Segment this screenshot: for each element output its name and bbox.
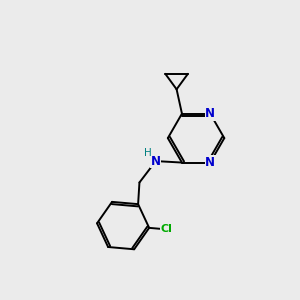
Text: N: N xyxy=(205,156,215,169)
Text: N: N xyxy=(205,107,215,120)
Text: H: H xyxy=(144,148,151,158)
Text: N: N xyxy=(151,154,161,168)
Text: Cl: Cl xyxy=(160,224,172,234)
